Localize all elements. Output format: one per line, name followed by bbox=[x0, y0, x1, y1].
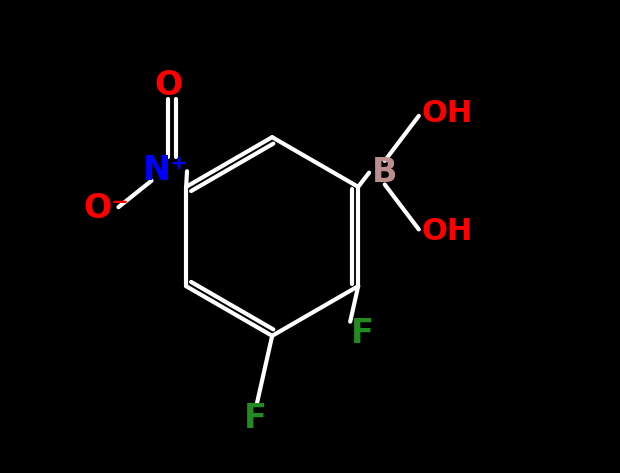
Text: F: F bbox=[244, 402, 267, 435]
Text: F: F bbox=[350, 317, 373, 350]
Text: B: B bbox=[372, 156, 397, 189]
Text: N⁺: N⁺ bbox=[143, 154, 188, 187]
Text: OH: OH bbox=[421, 217, 472, 246]
Text: O⁻: O⁻ bbox=[84, 192, 130, 225]
Text: OH: OH bbox=[421, 99, 472, 128]
Text: O: O bbox=[154, 69, 182, 102]
